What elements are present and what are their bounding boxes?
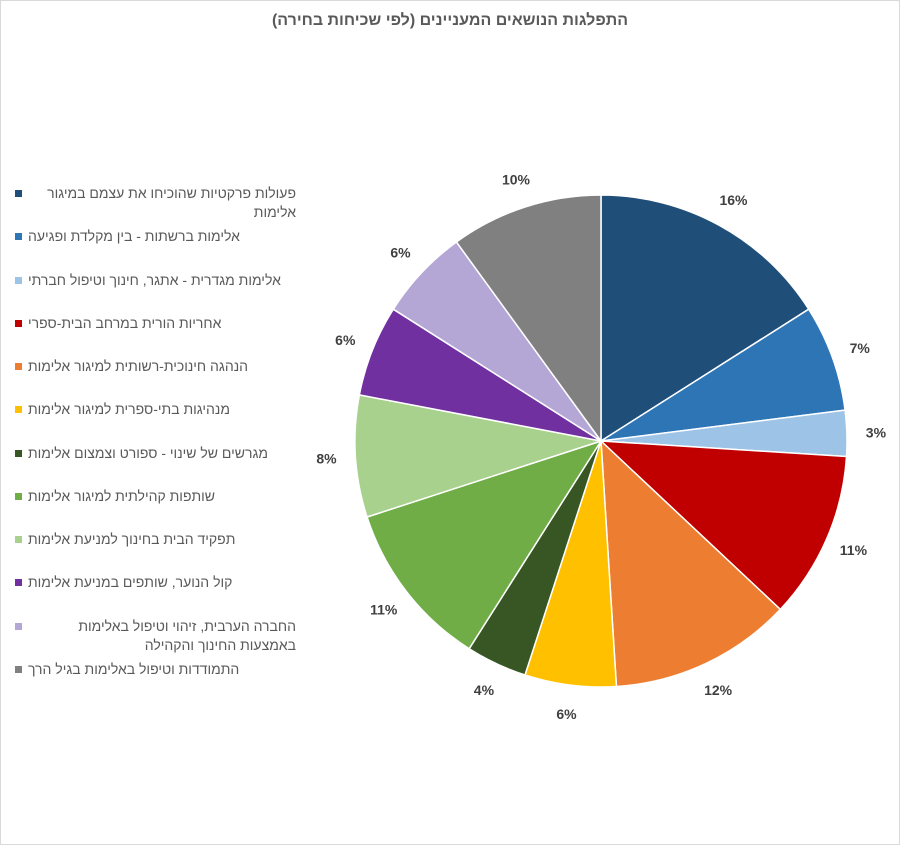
data-label-8: 11% <box>370 602 398 618</box>
legend-item-2: אלימות ברשתות - בין מקלדת ופגיעה <box>15 227 307 270</box>
legend-marker-2 <box>15 233 22 241</box>
legend-label-10: קול הנוער, שותפים במניעת אלימות <box>28 574 233 591</box>
legend: פעולות פרקטיות שהוכיחו את עצמם במיגור אל… <box>15 184 307 703</box>
legend-marker-7 <box>15 449 22 457</box>
legend-marker-12 <box>15 665 22 673</box>
legend-marker-8 <box>15 492 22 500</box>
legend-marker-10 <box>15 579 22 587</box>
data-label-4: 11% <box>840 542 868 558</box>
legend-item-8: שותפות קהילתית למיגור אלימות <box>15 487 307 530</box>
data-label-7: 4% <box>474 682 495 698</box>
data-label-2: 7% <box>850 340 871 356</box>
legend-label-6: מנהיגות בתי-ספרית למיגור אלימות <box>28 401 230 418</box>
pie-slice-12 <box>455 194 602 442</box>
legend-label-12: התמודדות וטיפול באלימות בגיל הרך <box>28 660 240 677</box>
data-label-10: 6% <box>335 332 356 348</box>
legend-item-11: החברה הערבית, זיהוי וטיפול באלימות באמצע… <box>15 617 307 660</box>
legend-item-10: קול הנוער, שותפים במניעת אלימות <box>15 573 307 616</box>
data-label-3: 3% <box>866 424 887 440</box>
pie-slice-9 <box>354 394 602 518</box>
data-label-11: 6% <box>390 245 411 261</box>
pie-slice-1 <box>600 194 810 442</box>
legend-label-4: אחריות הורית במרחב הבית-ספרי <box>28 314 222 331</box>
legend-marker-4 <box>15 319 22 327</box>
pie-slices <box>354 194 848 688</box>
data-label-1: 16% <box>719 192 748 208</box>
legend-item-5: הנהגה חינוכית-רשותית למיגור אלימות <box>15 357 307 400</box>
legend-label-8: שותפות קהילתית למיגור אלימות <box>28 487 216 504</box>
data-label-9: 8% <box>316 450 337 466</box>
legend-item-7: מגרשים של שינוי - ספורט וצמצום אלימות <box>15 444 307 487</box>
legend-label-5: הנהגה חינוכית-רשותית למיגור אלימות <box>28 358 249 375</box>
legend-label-3: אלימות מגדרית - אתגר, חינוך וטיפול חברתי <box>28 271 281 288</box>
legend-label-1: פעולות פרקטיות שהוכיחו את עצמם במיגור אל… <box>47 185 296 220</box>
chart-title: התפלגות הנושאים המעניינים (לפי שכיחות בח… <box>271 12 629 29</box>
legend-item-4: אחריות הורית במרחב הבית-ספרי <box>15 314 307 357</box>
legend-label-7: מגרשים של שינוי - ספורט וצמצום אלימות <box>28 444 268 461</box>
pie-slice-4 <box>600 440 848 611</box>
legend-marker-3 <box>15 276 22 284</box>
legend-marker-5 <box>15 363 22 371</box>
data-label-5: 12% <box>704 682 733 698</box>
legend-marker-9 <box>15 536 22 544</box>
legend-label-2: אלימות ברשתות - בין מקלדת ופגיעה <box>28 228 240 245</box>
legend-marker-11 <box>15 622 22 630</box>
legend-item-6: מנהיגות בתי-ספרית למיגור אלימות <box>15 400 307 443</box>
legend-label-11: החברה הערבית, זיהוי וטיפול באלימות באמצע… <box>78 617 296 653</box>
legend-item-9: תפקיד הבית בחינוך למניעת אלימות <box>15 530 307 573</box>
legend-marker-6 <box>15 406 22 414</box>
pie-slice-2 <box>600 308 846 442</box>
pie-slice-5 <box>600 440 782 688</box>
data-labels: 16% 7% 3% 11% 12% 6% 4% 11% 8% 6% 6% 10% <box>316 172 886 722</box>
data-label-12: 10% <box>502 172 531 188</box>
data-label-6: 6% <box>556 706 577 722</box>
legend-label-9: תפקיד הבית בחינוך למניעת אלימות <box>28 531 236 548</box>
legend-item-3: אלימות מגדרית - אתגר, חינוך וטיפול חברתי <box>15 271 307 314</box>
legend-marker-1 <box>15 190 22 197</box>
legend-item-12: התמודדות וטיפול באלימות בגיל הרך <box>15 660 307 703</box>
legend-item-1: פעולות פרקטיות שהוכיחו את עצמם במיגור אל… <box>15 184 307 227</box>
pie-slice-8 <box>366 440 602 650</box>
